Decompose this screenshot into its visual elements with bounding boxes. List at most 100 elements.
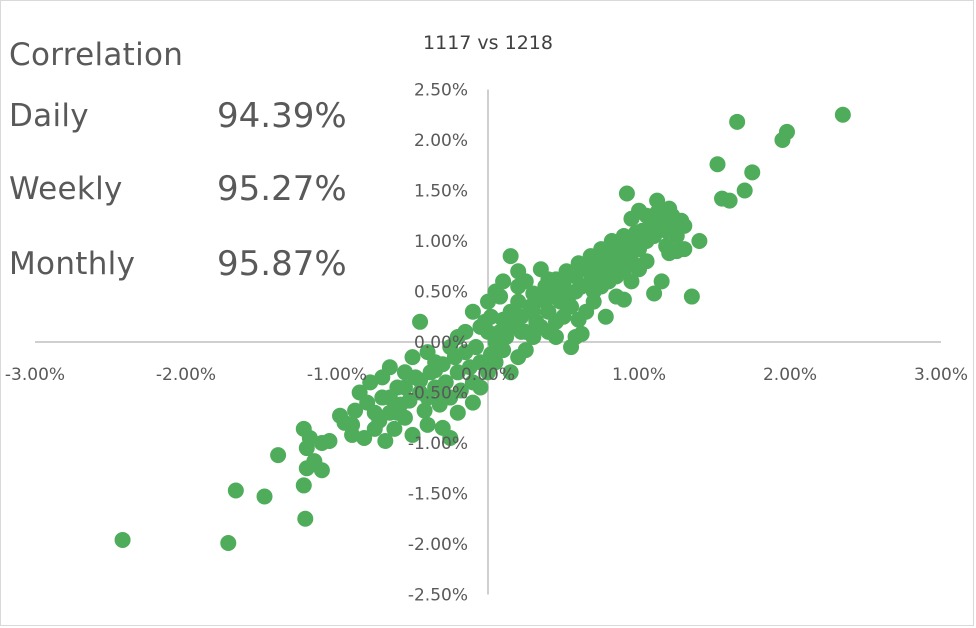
data-point [313, 462, 330, 479]
chart-title: 1117 vs 1218 [423, 32, 553, 54]
data-point [573, 325, 590, 342]
data-point [638, 207, 655, 224]
data-point [464, 303, 481, 320]
data-point [452, 382, 469, 399]
data-point [646, 285, 663, 302]
data-point [643, 224, 660, 241]
y-tick-label: -2.50% [408, 586, 468, 606]
data-point [351, 384, 368, 401]
data-point [416, 402, 433, 419]
data-point [709, 156, 726, 173]
data-point [502, 364, 519, 381]
data-point [658, 238, 675, 255]
x-tick-label: 3.00% [914, 365, 968, 385]
data-point [513, 323, 530, 340]
data-point [537, 293, 554, 310]
data-point [729, 113, 746, 130]
data-point [396, 379, 413, 396]
data-point [298, 440, 315, 457]
data-point [744, 164, 761, 181]
data-point [495, 273, 512, 290]
data-point [555, 308, 572, 325]
data-point [419, 389, 436, 406]
data-point [778, 123, 795, 140]
data-point [472, 379, 489, 396]
data-point [691, 233, 708, 249]
data-point [457, 323, 474, 340]
data-point [467, 339, 484, 356]
y-tick-label: 0.50% [414, 283, 468, 303]
data-point [336, 414, 353, 431]
data-point [495, 342, 512, 359]
daily-value: 94.39% [217, 96, 347, 136]
data-point [256, 488, 273, 505]
data-point [220, 534, 237, 551]
data-point [295, 477, 312, 494]
data-point [389, 404, 406, 421]
data-point [517, 273, 534, 290]
y-tick-label: -2.00% [408, 535, 468, 555]
data-point [567, 283, 584, 300]
data-point [582, 273, 599, 290]
data-point [510, 293, 527, 310]
data-point [525, 303, 542, 320]
x-tick-label: 2.00% [763, 365, 817, 385]
y-tick-label: -1.50% [408, 485, 468, 505]
data-point [578, 303, 595, 320]
data-point [356, 429, 373, 446]
data-point [347, 402, 364, 419]
monthly-value: 95.87% [217, 244, 347, 284]
data-point [721, 192, 738, 209]
data-point [374, 369, 391, 386]
data-point [386, 420, 403, 437]
tick-labels: -3.00% -2.00% -1.00% 0.00% 1.00% 2.00% 3.00% 2.… [5, 81, 968, 606]
data-point [404, 426, 421, 443]
y-tick-label: 1.50% [414, 182, 468, 202]
x-tick-label: -1.00% [307, 365, 367, 385]
x-tick-label: 0.00% [461, 365, 515, 385]
data-point [623, 210, 640, 227]
data-point [492, 288, 509, 305]
data-point [736, 182, 753, 199]
data-point [563, 339, 580, 356]
data-point [362, 374, 379, 391]
data-point [381, 389, 398, 406]
data-point [442, 429, 459, 446]
data-point [676, 241, 693, 258]
data-point [396, 364, 413, 381]
y-tick-label: 1.00% [414, 232, 468, 252]
weekly-value: 95.27% [217, 169, 347, 209]
data-point [676, 217, 693, 234]
data-point [442, 339, 459, 356]
data-point [366, 404, 383, 421]
data-point [321, 432, 338, 449]
y-tick-label: 0.00% [414, 333, 468, 353]
correlation-heading: Correlation [9, 37, 184, 73]
data-point [114, 531, 131, 548]
data-point [419, 344, 436, 361]
data-point [449, 364, 466, 381]
data-point [627, 238, 644, 255]
data-point [552, 278, 569, 295]
monthly-label: Monthly [9, 246, 136, 282]
data-point [404, 349, 421, 366]
data-point [597, 308, 614, 325]
data-point [683, 288, 700, 305]
x-tick-label: -3.00% [5, 365, 65, 385]
data-point [412, 372, 429, 389]
data-point [618, 185, 635, 202]
data-point [540, 271, 557, 288]
data-point [649, 192, 666, 209]
data-point [464, 394, 481, 411]
data-point [297, 510, 314, 527]
data-point [510, 349, 527, 366]
daily-label: Daily [9, 98, 89, 134]
data-points [114, 106, 851, 551]
x-tick-label: 1.00% [612, 365, 666, 385]
data-point [270, 447, 287, 464]
y-tick-label: -1.00% [408, 434, 468, 454]
data-point [638, 253, 655, 270]
data-point [434, 384, 451, 401]
